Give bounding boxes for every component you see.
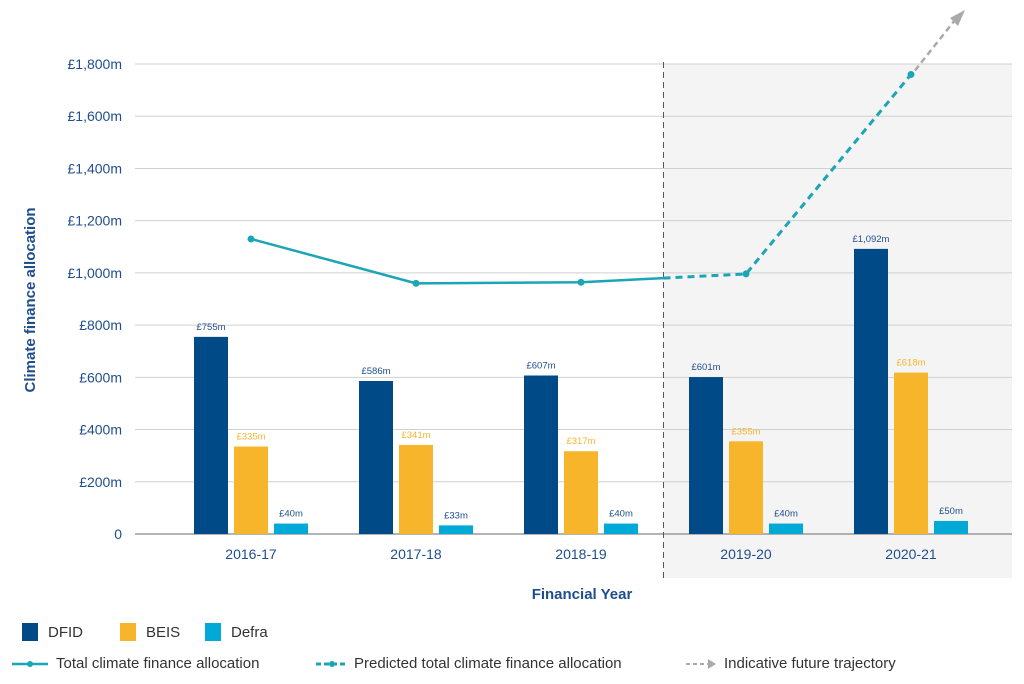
legend-dfid: DFID xyxy=(22,623,83,641)
x-tick-label: 2016-17 xyxy=(225,546,277,562)
legend-trajectory: Indicative future trajectory xyxy=(684,655,896,672)
bar-defra xyxy=(274,523,308,534)
data-label: £40m xyxy=(774,509,798,520)
predicted-point xyxy=(742,270,750,278)
y-tick-label: £1,000m xyxy=(68,265,122,281)
data-label: £618m xyxy=(896,358,925,369)
legend-label: DFID xyxy=(48,623,83,641)
y-axis-title: Climate finance allocation xyxy=(22,207,39,392)
bar-beis xyxy=(399,444,433,534)
bar-defra xyxy=(934,520,968,534)
data-label: £50m xyxy=(939,506,963,517)
data-label: £40m xyxy=(279,509,303,520)
legend-label: Indicative future trajectory xyxy=(724,655,896,672)
legend-label: BEIS xyxy=(146,623,181,641)
data-label: £755m xyxy=(196,322,225,333)
bar-beis xyxy=(234,446,268,534)
predicted-point xyxy=(907,70,915,78)
bar-dfid xyxy=(194,336,228,534)
x-tick-label: 2019-20 xyxy=(720,546,772,562)
legend-label: Defra xyxy=(231,623,268,641)
bar-dfid xyxy=(854,248,888,534)
legend-solid-line-icon xyxy=(12,660,48,667)
x-tick-label: 2017-18 xyxy=(390,546,442,562)
bar-beis xyxy=(564,451,598,534)
legend-predicted: Predicted total climate finance allocati… xyxy=(314,655,622,672)
legend-defra: Defra xyxy=(205,623,268,641)
data-label: £601m xyxy=(691,362,720,373)
data-label: £335m xyxy=(236,432,265,443)
data-label: £317m xyxy=(566,436,595,447)
bar-dfid xyxy=(689,377,723,534)
data-label: £40m xyxy=(609,509,633,520)
bar-defra xyxy=(769,523,803,534)
y-tick-label: £800m xyxy=(79,317,122,333)
data-label: £341m xyxy=(401,430,430,441)
bar-beis xyxy=(729,441,763,534)
bar-defra xyxy=(439,525,473,534)
y-tick-label: £600m xyxy=(79,369,122,385)
y-tick-label: £1,600m xyxy=(68,108,122,124)
trajectory-arrowhead xyxy=(950,10,965,26)
y-tick-label: 0 xyxy=(114,526,122,542)
legend-swatch-defra xyxy=(205,623,221,641)
y-tick-label: £400m xyxy=(79,422,122,438)
y-tick-label: £1,400m xyxy=(68,160,122,176)
trajectory-line xyxy=(914,19,956,72)
legend-total: Total climate finance allocation xyxy=(10,655,259,672)
legend-label: Predicted total climate finance allocati… xyxy=(354,655,622,672)
x-tick-label: 2018-19 xyxy=(555,546,607,562)
bar-dfid xyxy=(524,375,558,534)
y-tick-label: £200m xyxy=(79,474,122,490)
bar-beis xyxy=(894,372,928,534)
bar-dfid xyxy=(359,380,393,534)
x-axis-title: Financial Year xyxy=(532,586,633,603)
legend-label: Total climate finance allocation xyxy=(56,655,260,672)
data-label: £586m xyxy=(361,366,390,377)
data-label: £355m xyxy=(731,426,760,437)
total-point xyxy=(577,278,585,286)
total-line xyxy=(250,237,664,285)
data-label: £33m xyxy=(444,510,468,521)
legend-dashed-line-icon xyxy=(316,660,348,667)
data-label: £607m xyxy=(526,361,555,372)
bar-defra xyxy=(604,523,638,534)
legend-beis: BEIS xyxy=(120,623,180,641)
data-label: £1,092m xyxy=(853,234,890,245)
legend-swatch-beis xyxy=(120,623,136,641)
total-point xyxy=(247,235,255,243)
legend-swatch-dfid xyxy=(22,623,38,641)
predicted-line xyxy=(663,73,913,280)
y-tick-label: £1,200m xyxy=(68,213,122,229)
y-tick-label: £1,800m xyxy=(68,56,122,72)
legend-arrow-icon xyxy=(686,658,716,669)
x-tick-label: 2020-21 xyxy=(885,546,937,562)
total-point xyxy=(412,279,420,287)
